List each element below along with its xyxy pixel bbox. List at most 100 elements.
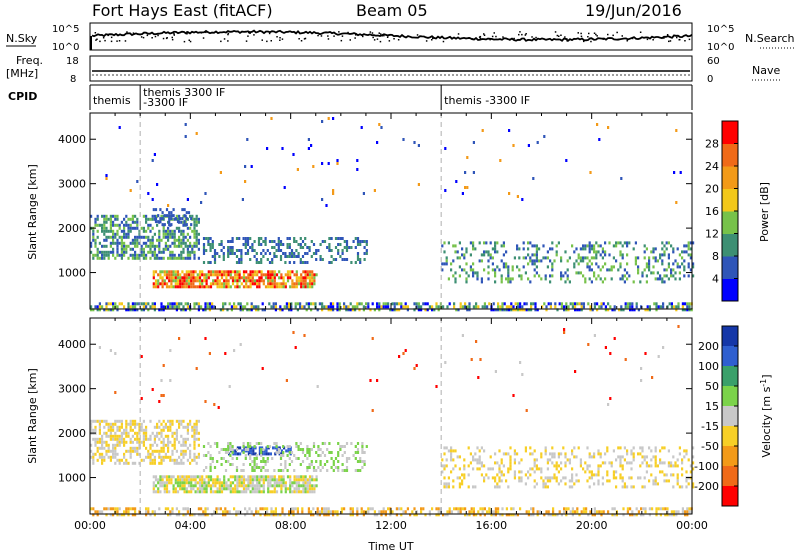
range-time-cell <box>273 487 276 491</box>
range-time-cell <box>158 425 161 429</box>
range-time-cell <box>275 442 278 445</box>
range-time-cell <box>112 305 115 309</box>
y-tick-label: 2000 <box>58 222 86 235</box>
range-time-cell <box>262 490 265 494</box>
range-time-cell <box>505 507 508 511</box>
range-time-cell <box>239 446 242 450</box>
range-time-cell <box>306 261 309 264</box>
range-time-cell <box>363 246 366 249</box>
range-time-cell <box>279 454 283 457</box>
range-time-cell <box>255 442 258 445</box>
range-time-cell <box>105 449 108 453</box>
range-time-cell <box>112 449 115 453</box>
range-time-cell <box>571 510 574 514</box>
range-time-cell <box>577 262 580 266</box>
range-time-cell <box>253 249 256 252</box>
range-time-cell <box>560 256 563 260</box>
range-time-cell <box>382 302 385 306</box>
range-time-cell <box>664 507 667 511</box>
range-time-cell <box>260 484 263 488</box>
range-time-cell <box>242 243 245 246</box>
range-time-cell <box>207 442 210 445</box>
range-time-cell <box>568 479 571 483</box>
range-time-cell <box>643 476 646 480</box>
range-time-cell <box>114 507 117 511</box>
range-time-cell <box>467 485 470 489</box>
range-time-cell <box>172 273 175 277</box>
range-time-cell <box>558 510 561 514</box>
range-time-cell <box>92 235 95 239</box>
range-time-cell <box>477 305 480 309</box>
range-time-cell <box>196 279 199 283</box>
range-time-cell <box>646 305 649 309</box>
range-time-cell <box>362 510 365 514</box>
range-time-cell <box>359 469 362 472</box>
range-time-cell <box>158 461 161 465</box>
range-time-cell <box>202 246 206 249</box>
range-time-cell <box>187 273 191 277</box>
range-time-cell <box>261 507 264 511</box>
range-time-cell <box>238 273 241 277</box>
range-time-cell <box>582 510 585 514</box>
range-time-cell <box>510 305 513 309</box>
range-time-cell <box>273 442 276 445</box>
noise-search-point <box>468 37 470 39</box>
range-time-cell <box>512 305 515 309</box>
noise-search-point <box>227 33 229 36</box>
range-time-cell <box>681 302 684 306</box>
range-time-cell <box>169 244 172 248</box>
range-time-cell <box>247 481 250 485</box>
range-time-cell <box>343 246 346 249</box>
range-time-cell <box>445 256 448 260</box>
range-time-cell <box>286 454 289 457</box>
range-time-cell <box>293 475 296 479</box>
range-time-cell <box>162 235 165 239</box>
range-time-cell <box>573 262 576 266</box>
range-time-cell <box>193 437 196 441</box>
range-time-cell <box>201 285 204 289</box>
range-time-cell <box>615 244 618 248</box>
range-time-cell <box>621 464 624 468</box>
range-time-cell <box>475 305 478 309</box>
range-time-cell <box>299 463 302 466</box>
range-time-cell <box>632 458 635 462</box>
range-time-cell <box>109 458 112 462</box>
range-time-cell <box>105 253 108 257</box>
range-time-cell <box>114 214 117 218</box>
range-time-cell <box>255 261 258 264</box>
range-time-cell <box>593 334 596 337</box>
range-time-cell <box>153 253 156 257</box>
range-time-cell <box>197 241 200 245</box>
range-time-cell <box>571 473 574 477</box>
range-time-cell <box>129 419 132 423</box>
noise-search-point <box>202 37 205 39</box>
range-time-cell <box>445 259 448 263</box>
noise-search-point <box>518 33 520 36</box>
range-time-cell <box>445 446 448 450</box>
range-time-cell <box>109 422 112 426</box>
range-time-cell <box>332 258 335 261</box>
range-time-cell <box>251 273 254 277</box>
range-time-cell <box>149 256 152 260</box>
range-time-cell <box>178 510 181 514</box>
range-time-cell <box>138 425 141 429</box>
range-time-cell <box>211 460 214 463</box>
noise-search-point <box>116 40 118 42</box>
range-time-cell <box>494 370 497 373</box>
range-time-cell <box>154 270 158 274</box>
range-time-cell <box>354 451 357 454</box>
range-time-cell <box>626 449 629 453</box>
range-time-cell <box>185 211 188 215</box>
range-time-cell <box>220 270 224 274</box>
range-time-cell <box>160 302 163 306</box>
range-time-cell <box>246 302 249 306</box>
range-time-cell <box>167 507 170 511</box>
range-time-cell <box>98 428 101 432</box>
range-time-cell <box>466 156 469 159</box>
range-time-cell <box>198 279 202 283</box>
range-time-cell <box>626 241 629 245</box>
range-time-cell <box>376 305 379 309</box>
range-time-cell <box>249 457 252 460</box>
range-time-cell <box>246 448 250 451</box>
range-time-cell <box>284 466 287 469</box>
